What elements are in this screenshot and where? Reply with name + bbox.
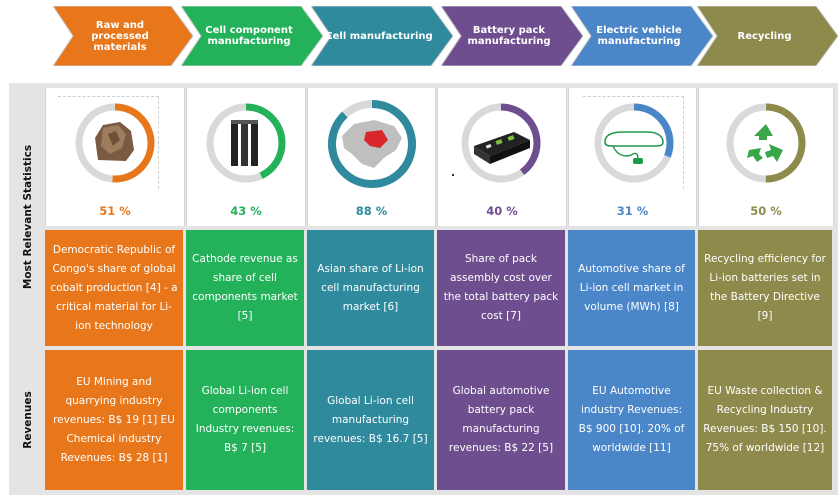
stat-description: Recycling efficiency for Li-ion batterie…	[698, 230, 832, 346]
ore-rock-icon	[75, 103, 155, 183]
stat-percentage: 88 %	[355, 204, 388, 218]
battery-pack-icon	[461, 103, 541, 183]
stage-chevron-ev-manufacturing: Electric vehicle manufacturing	[571, 6, 713, 66]
revenue-description: Global automotive battery pack manufactu…	[437, 350, 565, 490]
stat-box-ev-manufacturing: 31 %	[568, 88, 697, 226]
stat-box-cell-manufacturing: 88 %	[307, 88, 436, 226]
stage-label: Electric vehicle manufacturing	[596, 25, 682, 47]
stage-label: Raw and processed materials	[91, 19, 149, 53]
stat-percentage: 40 %	[486, 204, 518, 218]
revenue-description: Global Li-ion cell manufacturing revenue…	[307, 350, 434, 490]
stage-chevron-raw-materials: Raw and processed materials	[53, 6, 193, 66]
stat-description: Democratic Republic of Congo's share of …	[45, 230, 183, 346]
stat-box-cell-components: 43 %	[186, 88, 306, 226]
stage-chevron-cell-components: Cell component manufacturing	[181, 6, 323, 66]
stat-description: Cathode revenue as share of cell compone…	[186, 230, 304, 346]
stage-chevron-battery-pack: Battery pack manufacturing	[441, 6, 583, 66]
stat-percentage: 43 %	[230, 204, 262, 218]
stat-box-raw-materials: 51 %	[45, 88, 185, 226]
row-label-statistics: Most Relevant Statistics	[14, 88, 42, 346]
stat-percentage: 51 %	[99, 204, 131, 218]
revenue-description: Global Li-ion cell components Industry r…	[186, 350, 304, 490]
stage-label: Cell component manufacturing	[205, 25, 293, 47]
revenue-description: EU Automotive industry Revenues: B$ 900 …	[568, 350, 695, 490]
row-label-text: Revenues	[22, 391, 34, 449]
stage-chevron-cell-manufacturing: Cell manufacturing	[311, 6, 453, 66]
stage-label: Battery pack manufacturing	[467, 25, 551, 47]
row-label-revenues: Revenues	[14, 350, 42, 490]
stat-description: Asian share of Li-ion cell manufacturing…	[307, 230, 434, 346]
stat-percentage: 31 %	[616, 204, 649, 218]
stat-box-battery-pack: 40 %	[437, 88, 567, 226]
asia-map-icon	[328, 100, 416, 188]
stat-description: Automotive share of Li-ion cell market i…	[568, 230, 695, 346]
row-label-text: Most Relevant Statistics	[22, 144, 35, 290]
cell-components-icon	[206, 103, 286, 183]
stat-box-recycling: 50 %	[698, 88, 834, 226]
stat-description: Share of pack assembly cost over the tot…	[437, 230, 565, 346]
revenue-description: EU Waste collection & Recycling Industry…	[698, 350, 832, 490]
stage-label: Recycling	[737, 30, 792, 42]
stat-percentage: 50 %	[750, 204, 782, 218]
ev-plug-icon	[594, 103, 674, 183]
stage-chevron-recycling: Recycling	[697, 6, 838, 66]
revenue-description: EU Mining and quarrying industry revenue…	[45, 350, 183, 490]
stage-label: Cell manufacturing	[325, 30, 433, 42]
recycling-icon	[726, 103, 806, 183]
